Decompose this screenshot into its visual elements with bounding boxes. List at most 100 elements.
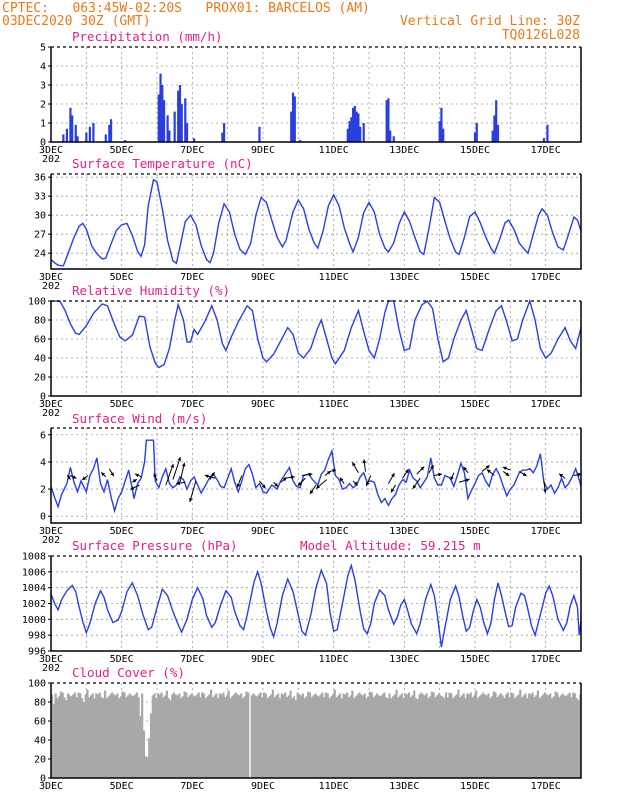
rh-ytick-label: 60 — [34, 335, 46, 346]
cloud-bar — [391, 696, 395, 778]
pressure-ytick-label: 1004 — [22, 583, 46, 594]
wind-vector-head — [353, 481, 358, 486]
cloud-bar — [324, 692, 327, 778]
precip-bar — [62, 134, 65, 142]
wind-vector-head — [465, 478, 470, 483]
wind-vector-head — [110, 472, 114, 477]
cloud-bar — [172, 692, 176, 778]
cloud-bar — [409, 697, 412, 778]
cloud-bar — [88, 697, 91, 778]
cloud-bar — [510, 692, 513, 778]
temp-xtick-label: 7DEC — [180, 272, 204, 283]
wind-vector-head — [282, 477, 287, 482]
cloud-bar — [296, 692, 299, 778]
cloud-bar — [247, 692, 250, 778]
cloud-bar — [342, 693, 345, 778]
cloud-bar — [192, 695, 195, 778]
pressure-panel: 996 998 1000 1002 1004 1006 1008 3DEC 5DEC 7DEC 9D… — [22, 552, 582, 674]
temp-xtick-label: 11DEC — [319, 272, 349, 283]
cloud-bar — [446, 697, 449, 778]
cloud-bar — [406, 694, 409, 778]
cloud-bar — [93, 698, 96, 778]
cloud-bar — [225, 695, 229, 778]
cloud-bar — [466, 693, 469, 778]
rh-ytick-label: 80 — [34, 316, 46, 327]
cloud-bar — [482, 692, 485, 778]
cloud-bar — [526, 698, 529, 778]
rh-xtick-label: 7DEC — [180, 399, 204, 410]
temp-line — [50, 178, 582, 267]
rh-frame — [50, 301, 582, 397]
cloud-bar — [218, 693, 221, 778]
precip-bar — [71, 115, 74, 142]
rh-xtick-label: 3DEC — [39, 399, 63, 410]
pressure-ytick-label: 998 — [28, 631, 46, 642]
cloud-bar — [197, 692, 200, 778]
cloud-bar — [144, 756, 147, 778]
cloud-bar — [393, 694, 396, 778]
cloud-ytick-label: 60 — [34, 717, 46, 728]
wind-year-stub: 202 — [42, 535, 60, 546]
cloud-bar — [142, 730, 146, 778]
cloud-bar — [310, 697, 313, 778]
wind-xtick-label: 7DEC — [180, 526, 204, 537]
wind-vector — [165, 463, 174, 486]
cloud-bar — [367, 696, 370, 778]
cloud-bar — [388, 693, 391, 778]
precip-xtick-label: 13DEC — [389, 145, 419, 156]
cloud-bar — [243, 696, 246, 778]
cloud-bar — [437, 693, 441, 778]
cloud-bar — [538, 698, 541, 778]
cloud-bar — [118, 698, 121, 778]
cloud-bar — [565, 696, 568, 778]
precip-xtick-label: 5DEC — [110, 145, 134, 156]
cloud-bar — [547, 695, 550, 778]
rh-ytick-label: 0 — [40, 392, 46, 403]
cloud-bar — [508, 697, 511, 778]
cloud-bar — [480, 694, 483, 778]
cloud-bar — [164, 695, 167, 778]
wind-vector-head — [176, 481, 181, 486]
cloud-bar — [287, 695, 290, 778]
cloud-bar — [217, 698, 220, 778]
wind-vector-head — [332, 468, 337, 473]
wind-vector-head — [412, 484, 417, 489]
cloud-bar — [379, 696, 382, 778]
cloud-bar — [443, 698, 446, 778]
cloud-bar — [494, 692, 497, 778]
cloud-bar — [552, 696, 555, 778]
precip-bar — [350, 117, 353, 142]
cloud-bar — [162, 697, 165, 778]
header-model-id: TQ0126L028 — [502, 28, 580, 43]
wind-vector-head — [135, 473, 140, 478]
precip-ytick-label: 0 — [40, 138, 46, 149]
cloud-bar — [128, 693, 131, 778]
cloud-panel: 0 20 40 60 80 100 3DEC 5DEC 7DEC 9DEC 11DEC 13DEC 15… — [28, 679, 582, 792]
cloud-bar — [545, 694, 548, 778]
cloud-bar — [558, 697, 561, 778]
cloud-bar — [202, 693, 206, 778]
precip-xtick-label: 15DEC — [460, 145, 490, 156]
precip-bar — [74, 124, 77, 142]
cloud-bar — [542, 694, 545, 778]
header-grid-line-note: Vertical Grid Line: 30Z — [400, 14, 580, 29]
cloud-bar — [349, 695, 352, 778]
cloud-bar — [56, 698, 59, 778]
cloud-bar — [519, 689, 522, 778]
cloud-bar — [314, 693, 317, 778]
cloud-bar — [338, 693, 342, 778]
wind-xtick-label: 13DEC — [389, 526, 419, 537]
precip-bar — [542, 138, 545, 142]
cloud-bar — [434, 697, 437, 778]
wind-vector-head — [211, 472, 215, 477]
precip-ytick-label: 4 — [40, 62, 46, 73]
wind-vector-head — [362, 459, 367, 464]
precip-bar — [185, 123, 189, 142]
pressure-xtick-label: 9DEC — [251, 654, 275, 665]
cloud-bar — [326, 693, 329, 778]
precip-bar — [166, 115, 169, 142]
cloud-bar — [179, 698, 183, 778]
cloud-bar — [448, 692, 451, 778]
cloud-bar — [360, 694, 363, 778]
cloud-bar — [361, 695, 365, 778]
